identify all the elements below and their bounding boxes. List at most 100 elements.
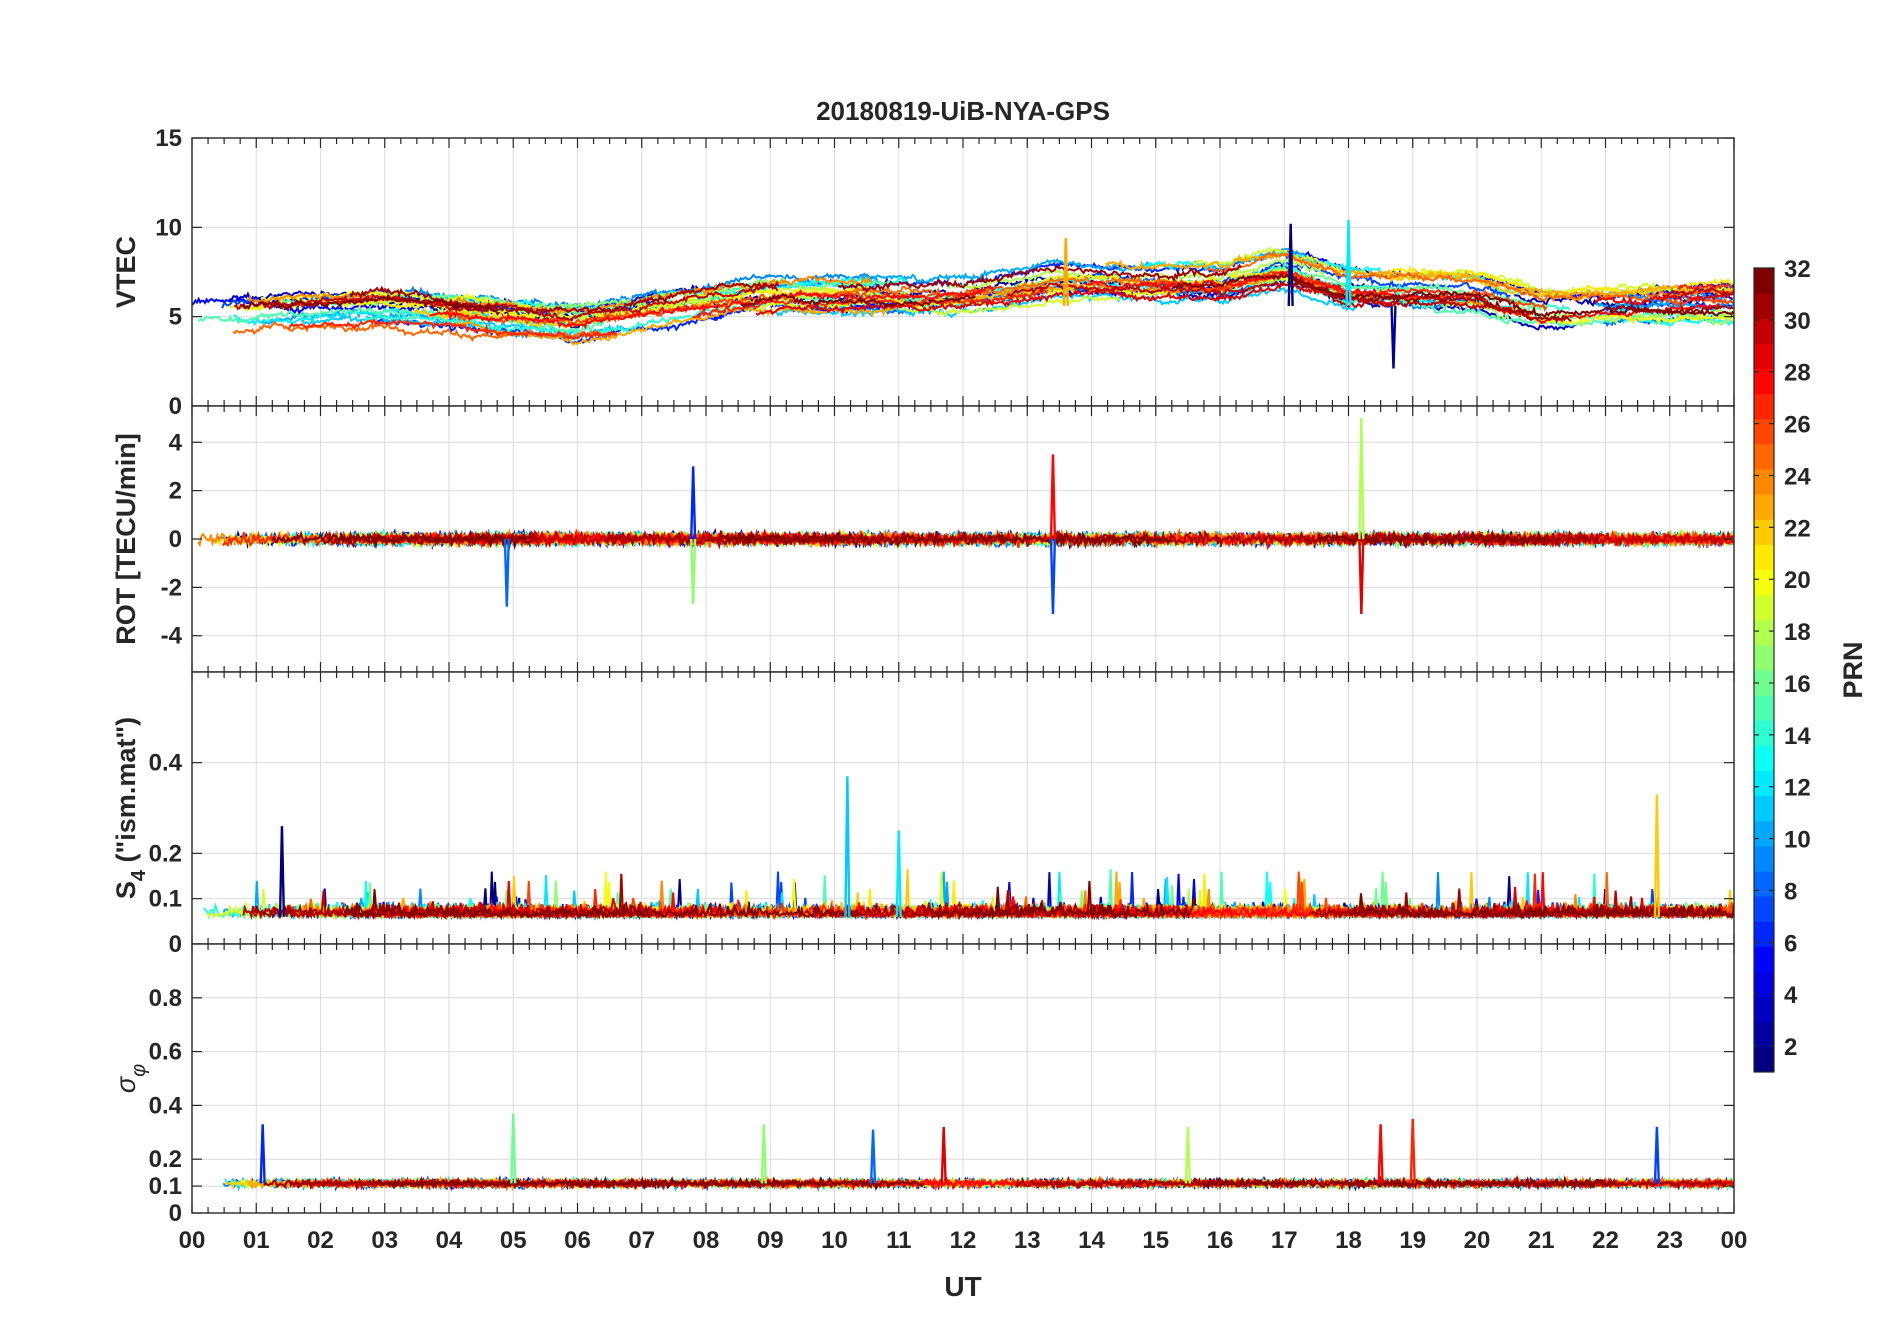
x-tick-label: 05 [500,1227,527,1254]
x-tick-label: 08 [693,1227,720,1254]
series-line-prn-31 [350,280,780,316]
colorbar-tick-label: 4 [1784,982,1798,1009]
peak-mark [895,830,902,917]
colorbar-segment [1754,670,1774,696]
x-axis-label: UT [944,1271,981,1302]
peak-mark [869,1129,877,1184]
colorbar-segment [1754,795,1774,822]
colorbar-segment [1754,318,1774,344]
y-tick-label: 5 [169,304,182,331]
series-line-prn-32 [1202,1174,1616,1192]
colorbar-tick-label: 10 [1784,827,1811,854]
panel-vtec: 0 5 10 15 VTEC [111,125,1735,420]
series-line-prn-30 [322,529,639,548]
x-tick-label: 02 [307,1227,334,1254]
colorbar-segment [1754,594,1774,621]
colorbar-segment [1754,896,1774,922]
colorbar-segment [1754,1046,1774,1073]
peak-mark [940,1126,947,1184]
series-line-prn-31 [254,873,651,921]
peak-mark [690,538,697,605]
series-line-prn-28 [1649,531,1734,547]
series-line-prn-31 [837,263,1242,294]
panel-sigma: 00.10.2 0.4 0.6 0.8 σφ [111,943,1735,1227]
colorbar-segment [1754,946,1774,972]
peak-mark [844,776,851,917]
colorbar-segment [1754,443,1774,470]
colorbar-segment [1754,393,1774,420]
series-line-prn-26 [1658,295,1734,307]
series-line-prn-25 [839,276,1166,299]
x-tick-label: 19 [1399,1227,1426,1254]
y-tick-label: 2 [169,478,182,505]
x-tick-label: 03 [371,1227,398,1254]
y-axis-label-main: σ [111,1075,141,1093]
peak-mark [760,1124,767,1184]
colorbar-tick-label: 2 [1784,1034,1797,1061]
colorbar-segment [1754,343,1774,369]
colorbar-segment [1754,921,1774,947]
colorbar-segment [1754,695,1774,721]
y-axis-label-sub: 4 [128,869,150,881]
series-line-prn-24 [247,275,873,316]
x-axis: 00 01 02 03 04 05 06 07 08 09 10 11 12 13 14 15 16 17 18 19… [179,1227,1748,1254]
y-tick-label: -2 [161,574,182,601]
colorbar-segment [1754,770,1774,797]
y-tick-label: 4 [169,429,183,456]
colorbar-segment [1754,418,1774,445]
series-line-prn-19 [1191,246,1734,296]
peak-mark [1184,1126,1192,1184]
colorbar-tick-label: 8 [1784,878,1797,905]
x-tick-label: 00 [179,1227,206,1254]
series-line-prn-30 [233,282,779,322]
x-tick-label: 09 [757,1227,784,1254]
y-tick-label: 0 [169,931,182,958]
series-line-prn-32 [740,293,976,309]
x-tick-label: 00 [1721,1227,1748,1254]
series-line-prn-19 [901,295,1121,317]
x-tick-label: 01 [243,1227,270,1254]
colorbar-tick-label: 16 [1784,671,1811,698]
peak-mark [690,466,697,540]
x-tick-label: 21 [1528,1227,1555,1254]
colorbar-segment [1754,544,1774,570]
colorbar-segment [1754,268,1774,294]
x-tick-label: 22 [1592,1227,1619,1254]
y-axis-label-vtec: VTEC [111,236,141,308]
x-tick-label: 12 [950,1227,977,1254]
colorbar-segment [1754,971,1774,998]
colorbar-segment [1754,871,1774,897]
colorbar-tick-label: 28 [1784,360,1811,387]
series-line-prn-23 [442,294,988,346]
series-line-prn-32 [376,1175,925,1190]
series-line-prn-32 [271,530,532,550]
x-tick-label: 17 [1271,1227,1298,1254]
x-tick-label: 11 [886,1227,911,1254]
series-line-prn-27 [1677,281,1733,291]
series-line-prn-15 [197,306,612,335]
y-axis-label-tail: ("ism.mat") [111,717,141,870]
y-tick-label: 0 [169,393,182,420]
y-tick-label: 0.6 [149,1039,182,1066]
peak-mark [1287,223,1294,306]
colorbar-segment [1754,293,1774,319]
peak-mark [1653,1126,1661,1184]
peak-mark [510,1113,517,1184]
series-line-prn-30 [1662,286,1734,298]
x-tick-label: 18 [1335,1227,1362,1254]
x-tick-label: 07 [628,1227,655,1254]
series-line-prn-32 [1348,893,1734,921]
y-axis-label-main: S [111,881,141,899]
series-line-prn-32 [1173,271,1734,318]
y-tick-label: 0 [169,1200,182,1227]
peak-mark [1062,238,1069,306]
series-line-prn-30 [1007,280,1532,315]
colorbar-label: PRN [1838,641,1868,698]
peak-mark [1377,1124,1384,1184]
peak-mark [278,826,286,917]
chart-title: 20180819-UiB-NYA-GPS [816,96,1110,126]
series-line-prn-25 [232,320,618,343]
peak-mark [1049,454,1057,540]
y-tick-label: -4 [161,623,183,650]
